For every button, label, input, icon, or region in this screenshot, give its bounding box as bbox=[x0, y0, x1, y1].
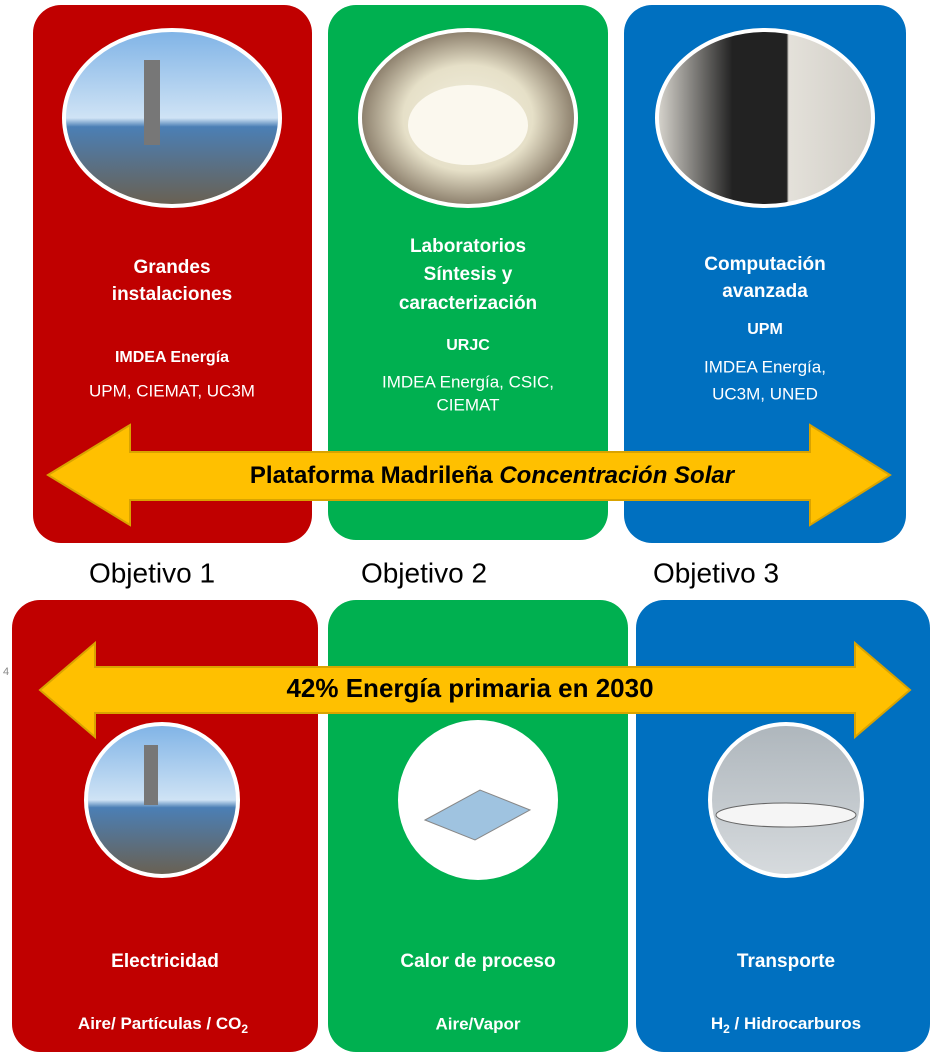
tower bbox=[144, 60, 160, 145]
panel-title: Síntesis y bbox=[424, 264, 513, 285]
partners: UC3M, UNED bbox=[712, 384, 818, 403]
arrow-text-italic: Concentración Solar bbox=[499, 462, 735, 489]
partners: UPM, CIEMAT, UC3M bbox=[89, 381, 255, 400]
medium: Aire/Vapor bbox=[435, 1014, 520, 1033]
objective: Objetivo 3 bbox=[653, 557, 779, 588]
panel-title: avanzada bbox=[722, 281, 808, 302]
panel-title: Grandes bbox=[133, 257, 210, 278]
panel-title: Laboratorios bbox=[410, 236, 526, 257]
medium: H2 / Hidrocarburos bbox=[711, 1014, 861, 1036]
photo bbox=[657, 30, 873, 206]
panel-title: Electricidad bbox=[111, 951, 219, 972]
slide: Grandes instalaciones IMDEA Energía UPM,… bbox=[0, 0, 938, 1058]
panel-title: Transporte bbox=[737, 951, 835, 972]
arrow-text: Plataforma Madrileña bbox=[250, 462, 499, 489]
medium-text: H bbox=[711, 1014, 723, 1033]
photo bbox=[64, 30, 280, 206]
medium: Aire/ Partículas / CO2 bbox=[78, 1014, 248, 1036]
plane bbox=[716, 803, 856, 827]
arrow-label: 42% Energía primaria en 2030 bbox=[286, 673, 653, 703]
lead: URJC bbox=[446, 337, 490, 354]
medium-text: / Hidrocarburos bbox=[730, 1014, 861, 1033]
powder bbox=[408, 85, 528, 165]
arrow-label: Plataforma Madrileña Concentración Solar bbox=[250, 462, 736, 489]
medium-text: Aire/ Partículas / CO bbox=[78, 1014, 241, 1033]
lead: IMDEA Energía bbox=[115, 349, 229, 366]
partners: IMDEA Energía, CSIC, bbox=[382, 372, 554, 391]
panel-title: instalaciones bbox=[112, 284, 232, 305]
panel-title: Calor de proceso bbox=[400, 951, 555, 972]
lead: UPM bbox=[747, 321, 783, 338]
panel-title: Computación bbox=[704, 254, 825, 275]
tower bbox=[144, 745, 158, 805]
partners: IMDEA Energía, bbox=[704, 357, 826, 376]
photo bbox=[710, 724, 862, 876]
objective: Objetivo 1 bbox=[89, 557, 215, 588]
subscript: 2 bbox=[241, 1022, 248, 1036]
partners: CIEMAT bbox=[437, 395, 500, 414]
objective: Objetivo 2 bbox=[361, 557, 487, 588]
photo bbox=[86, 724, 238, 876]
page-number: 4 bbox=[3, 666, 9, 678]
panel-title: caracterización bbox=[399, 293, 537, 314]
